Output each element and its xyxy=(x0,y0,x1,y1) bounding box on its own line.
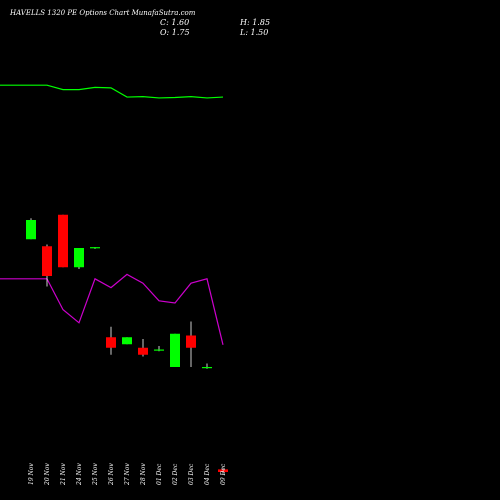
candle-body xyxy=(154,349,164,351)
x-tick-label: 02 Dec xyxy=(172,463,179,485)
x-tick-label: 28 Nov xyxy=(140,463,147,486)
x-tick-label: 26 Nov xyxy=(108,463,115,486)
lower-indicator-line xyxy=(0,273,224,345)
candle-body xyxy=(74,248,84,268)
x-tick-label: 20 Nov xyxy=(44,463,51,486)
x-tick-label: 19 Nov xyxy=(28,463,35,485)
x-tick-label: 21 Nov xyxy=(60,463,67,486)
upper-indicator-line xyxy=(0,84,224,99)
candle-body xyxy=(58,214,68,268)
x-tick-label: 09 Dec xyxy=(220,463,227,485)
candle-body xyxy=(26,220,36,240)
low-value: L: 1.50 xyxy=(240,28,269,37)
x-tick-label: 01 Dec xyxy=(156,463,163,485)
open-value: O: 1.75 xyxy=(160,28,190,37)
chart-title: HAVELLS 1320 PE Options Chart MunafaSutr… xyxy=(10,9,196,17)
x-tick-label: 04 Dec xyxy=(204,463,211,485)
x-tick-label: 27 Nov xyxy=(124,463,131,486)
close-value: C: 1.60 xyxy=(160,18,190,27)
x-tick-label: 03 Dec xyxy=(188,463,195,485)
high-value: H: 1.85 xyxy=(240,18,271,27)
candle-body xyxy=(106,337,116,348)
candle-body xyxy=(170,333,180,367)
candle-body xyxy=(138,347,148,355)
candle-body xyxy=(42,246,52,276)
x-tick-label: 24 Nov xyxy=(76,463,83,486)
candle-body xyxy=(186,335,196,348)
candle-body xyxy=(122,337,132,345)
candle-body xyxy=(218,469,228,472)
x-tick-label: 25 Nov xyxy=(92,463,99,486)
candle-body xyxy=(90,247,100,249)
candle-body xyxy=(202,367,212,369)
